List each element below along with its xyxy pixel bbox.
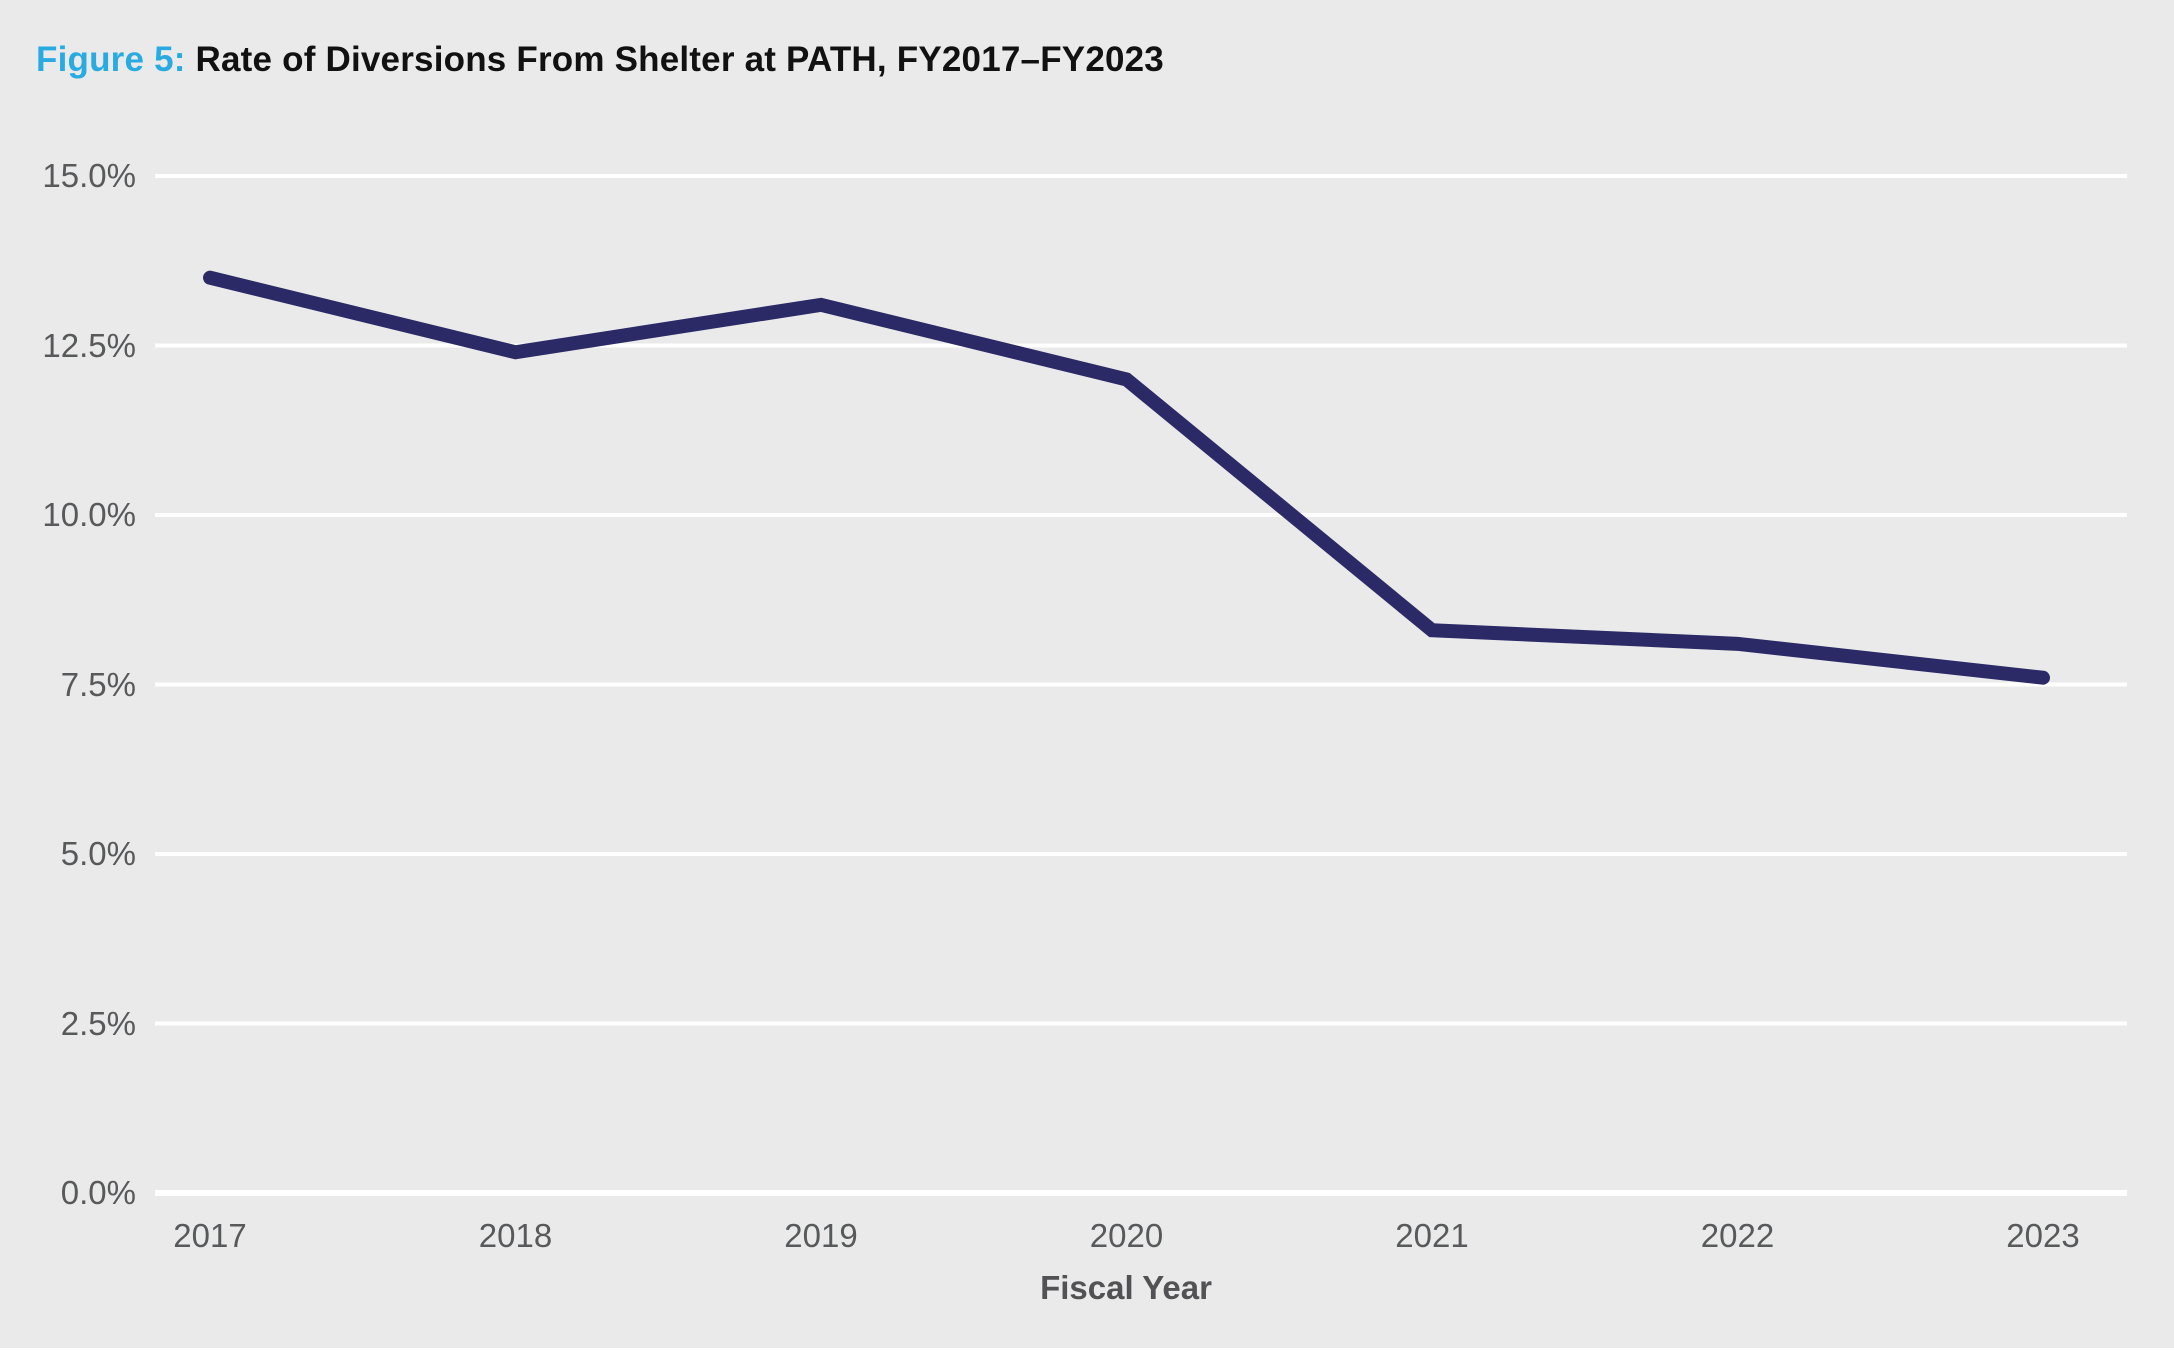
y-axis-tick-label: 0.0% <box>60 1174 136 1211</box>
y-axis-tick-label: 5.0% <box>60 835 136 872</box>
y-axis-tick-label: 10.0% <box>42 496 136 533</box>
y-axis-tick-label: 2.5% <box>60 1004 136 1042</box>
x-axis-tick-label: 2022 <box>1700 1217 1775 1254</box>
figure-title: Figure 5: Rate of Diversions From Shelte… <box>36 38 1164 82</box>
figure-title-text: Rate of Diversions From Shelter at PATH,… <box>195 40 1164 79</box>
y-axis-tick-label: 15.0% <box>42 157 136 194</box>
figure-number-label: Figure 5: <box>36 40 186 79</box>
x-axis-tick-label: 2020 <box>1089 1217 1164 1254</box>
x-axis-title: Fiscal Year <box>1040 1269 1212 1306</box>
y-axis-tick-label: 12.5% <box>42 326 136 364</box>
diversion-rate-trend-line <box>203 270 2050 685</box>
x-axis-tick-label: 2018 <box>478 1217 553 1254</box>
y-axis-tick-label: 7.5% <box>60 665 136 703</box>
x-axis-tick-label: 2017 <box>173 1217 247 1254</box>
page-bottom-strip <box>0 1348 2174 1358</box>
x-axis-tick-label: 2019 <box>784 1217 858 1254</box>
x-axis-tick-label: 2021 <box>1395 1217 1469 1254</box>
x-axis-tick-label: 2023 <box>2006 1217 2080 1254</box>
